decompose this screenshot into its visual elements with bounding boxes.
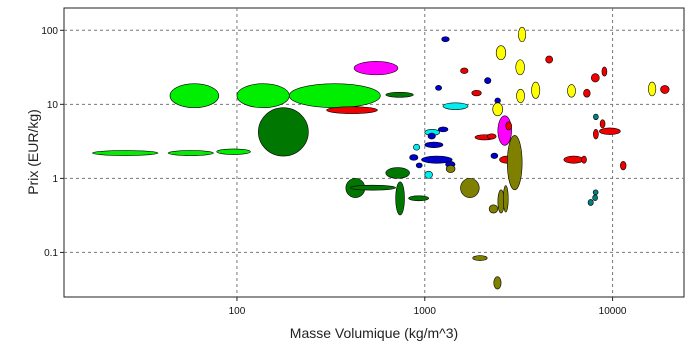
x-axis-label: Masse Volumique (kg/m^3) [290, 325, 458, 341]
bubble-teal-59 [592, 189, 599, 196]
y-tick-label: 100 [41, 26, 58, 37]
bubble-cyan-35 [424, 170, 433, 179]
bubble-yellow-67 [648, 81, 657, 97]
bubble-red-21 [545, 55, 554, 64]
bubble-red-32 [486, 133, 497, 140]
bubble-blue-46 [490, 152, 499, 159]
bubble-yellow-66 [567, 84, 576, 98]
bubble-layer [92, 26, 670, 290]
tick-labels: 100 1000 10000 100 10 1 0.1 [41, 26, 627, 317]
bubble-olive-52 [493, 276, 502, 290]
bubble-green-0 [92, 150, 159, 156]
bubble-darkgreen-6 [258, 107, 309, 157]
bubble-cyan-33 [442, 102, 469, 110]
bubble-red-24 [660, 85, 670, 94]
bubble-magenta-14 [497, 115, 512, 146]
bubble-red-19 [563, 155, 584, 164]
bubble-yellow-62 [495, 45, 507, 61]
x-tick-label: 10000 [599, 306, 627, 317]
bubble-red-27 [593, 129, 599, 140]
bubble-red-20 [599, 127, 621, 135]
bubble-yellow-65 [531, 81, 541, 99]
y-tick-label: 10 [47, 100, 59, 111]
bubble-blue-47 [409, 154, 419, 161]
bubble-cyan-36 [413, 143, 421, 151]
bubble-red-23 [601, 66, 608, 77]
grid-lines [60, 8, 684, 301]
bubble-olive-53 [488, 204, 499, 214]
bubble-blue-41 [427, 132, 436, 140]
bubble-darkgreen-10 [385, 167, 410, 179]
bubble-teal-57 [587, 199, 594, 206]
x-tick-label: 100 [229, 306, 246, 317]
bubble-blue-43 [435, 85, 442, 91]
bubble-olive-49 [460, 178, 480, 198]
bubble-red-26 [599, 119, 606, 129]
y-axis-label: Prix (EUR/kg) [25, 109, 41, 195]
bubble-olive-55 [502, 185, 509, 213]
bubble-olive-50 [445, 165, 456, 173]
bubble-red-25 [583, 88, 591, 98]
bubble-blue-44 [484, 77, 492, 84]
bubble-green-5 [289, 83, 381, 109]
bubble-darkgreen-12 [408, 195, 430, 202]
bubble-yellow-64 [516, 88, 525, 104]
bubble-red-28 [620, 161, 627, 171]
bubble-blue-48 [415, 162, 423, 169]
bubble-red-31 [471, 89, 482, 97]
bubble-teal-60 [593, 113, 599, 121]
bubble-magenta-13 [353, 61, 399, 76]
bubble-green-3 [169, 83, 220, 109]
y-tick-label: 0.1 [44, 248, 58, 259]
bubble-olive-56 [506, 135, 523, 191]
bubble-green-1 [167, 150, 214, 156]
bubble-darkgreen-11 [395, 181, 405, 216]
bubble-red-18 [505, 121, 512, 131]
bubble-red-30 [460, 67, 469, 74]
bubble-red-22 [590, 73, 600, 83]
bubble-teal-58 [592, 194, 598, 201]
y-tick-label: 1 [52, 174, 58, 185]
bubble-darkgreen-9 [349, 184, 396, 191]
bubble-yellow-68 [492, 102, 504, 117]
bubble-yellow-63 [515, 59, 525, 76]
bubble-green-2 [216, 148, 251, 155]
bubble-blue-39 [441, 36, 450, 43]
plot-area [63, 7, 685, 298]
bubble-darkgreen-7 [385, 91, 414, 98]
bubble-green-4 [236, 83, 290, 109]
bubble-red-29 [581, 155, 587, 164]
bubble-yellow-61 [518, 26, 527, 43]
bubble-red-15 [326, 106, 378, 114]
bubble-olive-51 [472, 255, 488, 261]
bubble-blue-37 [424, 141, 444, 148]
x-tick-label: 1000 [414, 306, 437, 317]
bubble-blue-38 [421, 155, 453, 164]
bubble-blue-42 [437, 126, 449, 133]
